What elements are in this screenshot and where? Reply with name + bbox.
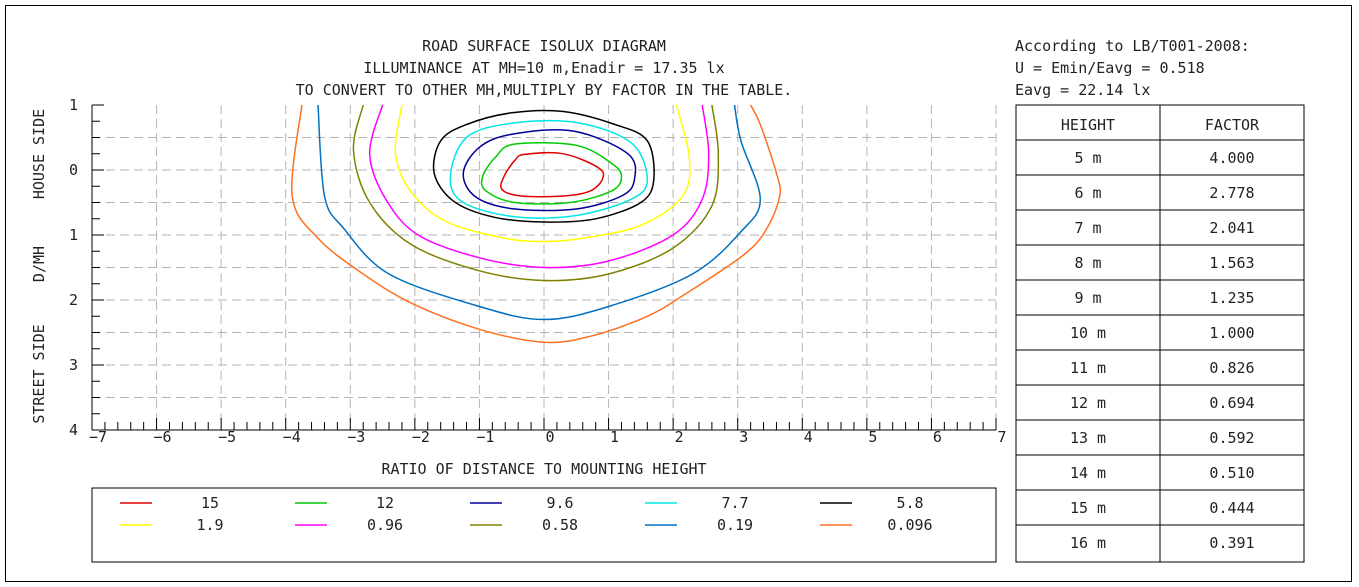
contour-0-096 (291, 104, 782, 344)
legend-label: 0.96 (367, 516, 403, 534)
table-cell-height: 5 m (1074, 149, 1101, 167)
table-cell-factor: 0.510 (1209, 464, 1254, 482)
table-cell-factor: 2.041 (1209, 219, 1254, 237)
x-tick-label: −7 (89, 428, 107, 446)
chart-subtitle-convert: TO CONVERT TO OTHER MH,MULTIPLY BY FACTO… (296, 81, 793, 99)
x-tick-label: −6 (154, 428, 172, 446)
legend-box (91, 487, 997, 563)
contour-1-9 (394, 104, 691, 243)
uniformity-label: U = Emin/Eavg = 0.518 (1015, 59, 1205, 77)
table-cell-height: 10 m (1070, 324, 1106, 342)
contour-5-8 (432, 109, 655, 223)
axis-layer: −7 −6 −5 −4 −3 −2 −1 0 1 2 3 4 5 6 7 1 0 1 2 3 4 (69, 96, 1007, 446)
x-tick-label: 3 (739, 428, 748, 446)
table-cell-factor: 0.592 (1209, 429, 1254, 447)
y-tick-label: 0 (69, 161, 78, 179)
legend-label: 0.096 (887, 516, 932, 534)
table-header-height: HEIGHT (1061, 116, 1115, 134)
diagram-frame (5, 5, 1352, 582)
table-cell-height: 11 m (1070, 359, 1106, 377)
legend-label: 9.6 (546, 494, 573, 512)
legend: 15 12 9.6 7.7 5.8 1.9 0.96 0.58 0.19 0.096 (120, 494, 933, 534)
table-cell-factor: 0.826 (1209, 359, 1254, 377)
legend-label: 15 (201, 494, 219, 512)
x-tick-label: −1 (476, 428, 494, 446)
table-cell-factor: 2.778 (1209, 184, 1254, 202)
legend-label: 1.9 (196, 516, 223, 534)
x-tick-label: 7 (997, 428, 1006, 446)
y-tick-label: 2 (69, 291, 78, 309)
height-factor-table: HEIGHT FACTOR 5 m 4.000 6 m 2.778 7 m 2.041 8 … (1015, 104, 1305, 563)
table-cell-factor: 4.000 (1209, 149, 1254, 167)
y-axis-label-street: STREET SIDE (30, 324, 48, 423)
legend-label: 7.7 (721, 494, 748, 512)
contour-0-96 (368, 104, 710, 269)
x-tick-label: 4 (804, 428, 813, 446)
table-cell-height: 9 m (1074, 289, 1101, 307)
table-cell-height: 12 m (1070, 394, 1106, 412)
y-tick-label: 3 (69, 356, 78, 374)
contour-7-7 (449, 119, 649, 219)
eavg-label: Eavg = 22.14 lx (1015, 81, 1150, 99)
legend-label: 5.8 (896, 494, 923, 512)
x-tick-label: 2 (675, 428, 684, 446)
x-tick-label: 5 (868, 428, 877, 446)
table-cell-height: 8 m (1074, 254, 1101, 272)
table-cell-factor: 0.444 (1209, 499, 1254, 517)
table-cell-factor: 0.391 (1209, 534, 1254, 552)
table-cell-height: 16 m (1070, 534, 1106, 552)
y-axis-label: STREET SIDE D/MH HOUSE SIDE (30, 109, 48, 424)
x-axis-label: RATIO OF DISTANCE TO MOUNTING HEIGHT (381, 460, 706, 478)
table-cell-height: 15 m (1070, 499, 1106, 517)
chart-subtitle-illuminance: ILLUMINANCE AT MH=10 m,Enadir = 17.35 lx (363, 59, 724, 77)
x-tick-label: 0 (545, 428, 554, 446)
y-tick-label: 1 (69, 226, 78, 244)
table-cell-factor: 1.235 (1209, 289, 1254, 307)
x-tick-label: −4 (283, 428, 301, 446)
contour-0-58 (352, 104, 720, 282)
contour-12 (480, 141, 623, 205)
table-cell-height: 7 m (1074, 219, 1101, 237)
standard-label: According to LB/T001-2008: (1015, 37, 1250, 55)
table-cell-factor: 1.563 (1209, 254, 1254, 272)
y-tick-label: 1 (69, 96, 78, 114)
table-cell-height: 6 m (1074, 184, 1101, 202)
x-tick-label: −2 (412, 428, 430, 446)
x-tick-label: −5 (218, 428, 236, 446)
contour-9-6 (462, 129, 637, 212)
x-tick-label: −3 (347, 428, 365, 446)
legend-label: 0.58 (542, 516, 578, 534)
x-tick-label: 6 (933, 428, 942, 446)
legend-label: 0.19 (717, 516, 753, 534)
table-cell-factor: 0.694 (1209, 394, 1254, 412)
y-axis-label-dmh: D/MH (30, 246, 48, 282)
table-cell-factor: 1.000 (1209, 324, 1254, 342)
x-tick-label: 1 (610, 428, 619, 446)
grid-layer (92, 105, 997, 430)
y-tick-label: 4 (69, 421, 78, 439)
contour-15 (500, 151, 605, 198)
table-cell-height: 14 m (1070, 464, 1106, 482)
legend-label: 12 (376, 494, 394, 512)
y-axis-label-house: HOUSE SIDE (30, 109, 48, 199)
contour-0-19 (317, 104, 762, 321)
chart-title: ROAD SURFACE ISOLUX DIAGRAM (422, 37, 666, 55)
table-cell-height: 13 m (1070, 429, 1106, 447)
table-header-factor: FACTOR (1205, 116, 1260, 134)
contour-layer (291, 104, 782, 344)
